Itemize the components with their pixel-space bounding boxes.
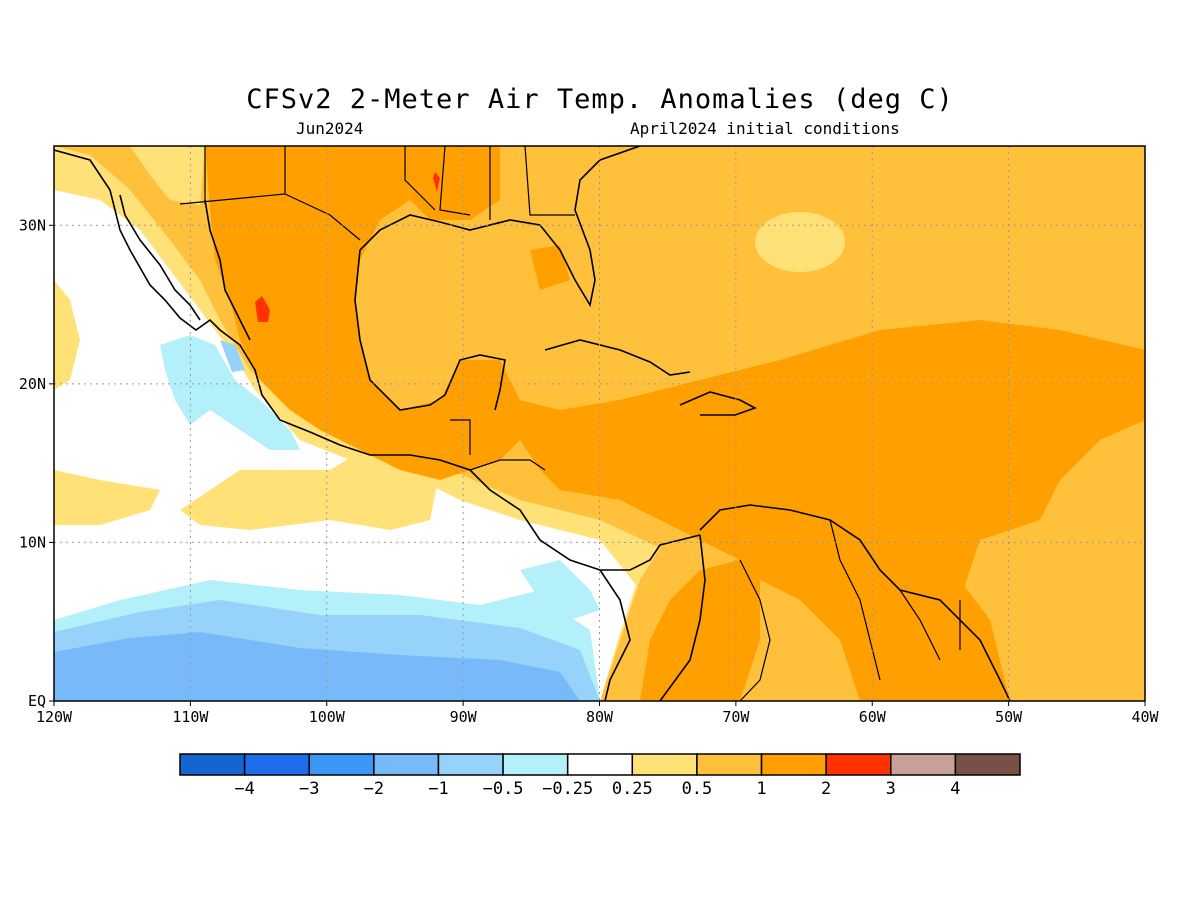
colorbar-swatch xyxy=(373,753,440,776)
y-tick-label: 10N xyxy=(19,533,46,551)
x-tick-label: 60W xyxy=(859,708,887,726)
colorbar-label: 0.5 xyxy=(682,779,713,799)
colorbar-swatch xyxy=(696,753,763,776)
y-tick-label: EQ xyxy=(28,692,46,710)
colorbar-label: −3 xyxy=(299,779,319,799)
colorbar-swatch xyxy=(954,753,1021,776)
colorbar-swatch xyxy=(437,753,504,776)
colorbar-label: −2 xyxy=(364,779,384,799)
x-tick-label: 100W xyxy=(309,708,346,726)
x-tick-label: 50W xyxy=(995,708,1023,726)
anomaly-field xyxy=(54,146,1145,701)
colorbar-swatch xyxy=(825,753,892,776)
x-axis: 120W 110W 100W 90W 80W 70W 60W 50W 40W xyxy=(36,701,1160,726)
x-tick-label: 90W xyxy=(450,708,478,726)
colorbar-swatch xyxy=(243,753,310,776)
forecast-month: Jun2024 xyxy=(296,119,364,138)
colorbar-label: −4 xyxy=(234,779,254,799)
grid xyxy=(54,146,1145,701)
map-title: CFSv2 2-Meter Air Temp. Anomalies (deg C… xyxy=(246,84,954,115)
initial-conditions: April2024 initial conditions xyxy=(630,119,900,138)
colorbar-label: −1 xyxy=(428,779,448,799)
y-axis: EQ 10N 20N 30N xyxy=(19,216,54,710)
coastlines xyxy=(54,146,1011,701)
colorbar-label: 2 xyxy=(821,779,831,799)
colorbar-swatch xyxy=(502,753,569,776)
colorbar-label: 1 xyxy=(756,779,766,799)
colorbar-swatch xyxy=(308,753,375,776)
x-tick-label: 120W xyxy=(36,708,73,726)
colorbar-swatch xyxy=(179,753,246,776)
colorbar-label: 3 xyxy=(886,779,896,799)
colorbar-swatch xyxy=(760,753,827,776)
colorbar-swatch xyxy=(566,753,634,776)
borders xyxy=(179,146,961,701)
colorbar: −4 −3 −2 −1 −0.5 −0.25 0.25 0.5 1 2 3 4 xyxy=(179,753,1021,799)
x-tick-label: 40W xyxy=(1131,708,1159,726)
x-tick-label: 70W xyxy=(722,708,750,726)
y-tick-label: 20N xyxy=(19,375,46,393)
x-tick-label: 110W xyxy=(172,708,209,726)
colorbar-label: −0.25 xyxy=(542,779,593,799)
colorbar-label: 4 xyxy=(950,779,960,799)
x-tick-label: 80W xyxy=(586,708,614,726)
colorbar-label: −0.5 xyxy=(483,779,524,799)
y-tick-label: 30N xyxy=(19,216,46,234)
colorbar-swatch xyxy=(890,753,957,776)
colorbar-label: 0.25 xyxy=(612,779,653,799)
colorbar-swatch xyxy=(631,753,698,776)
